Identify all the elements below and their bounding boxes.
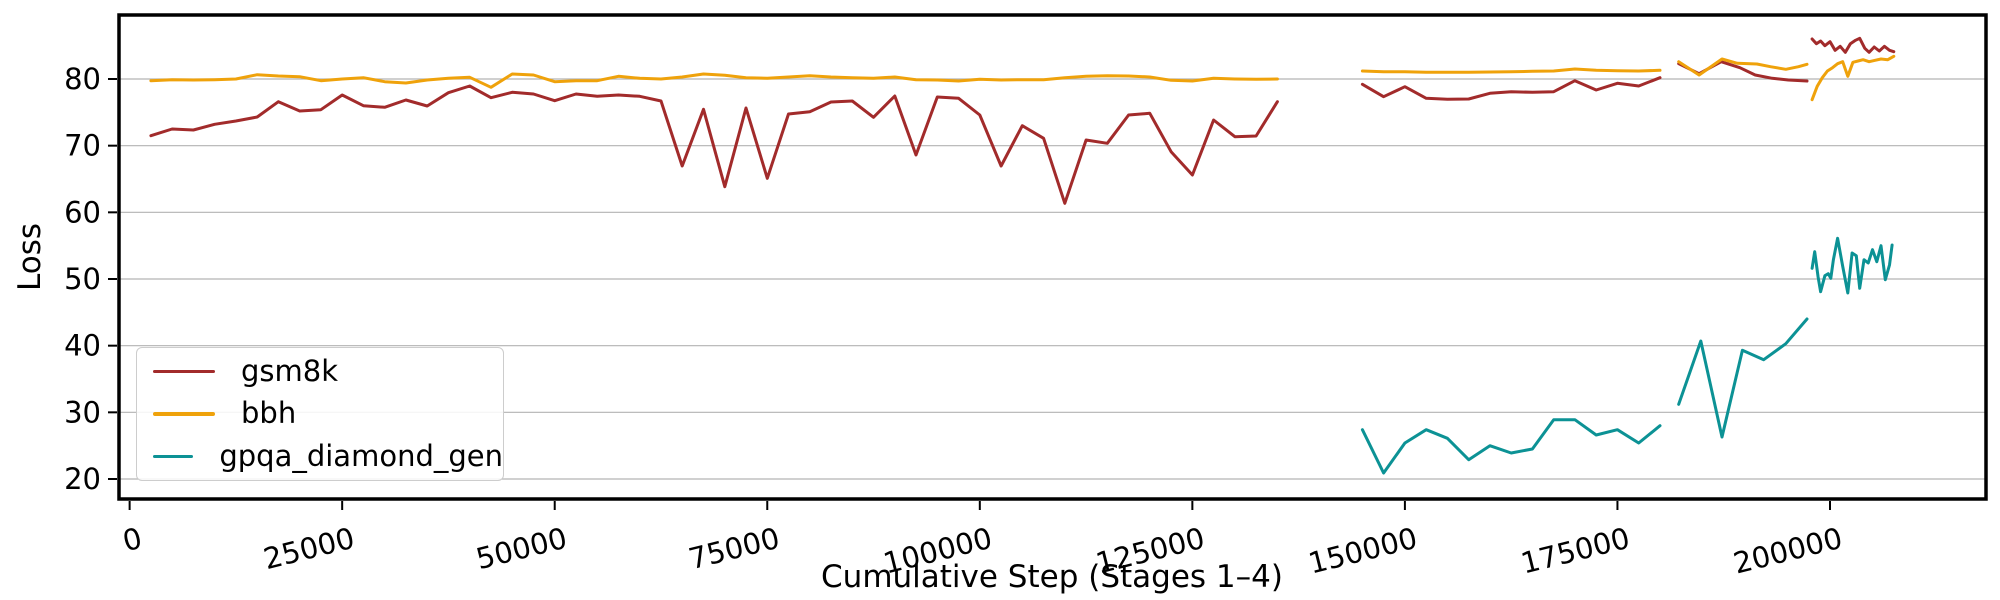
legend-item-gpqa-diamond-gen: gpqa_diamond_gen bbox=[153, 442, 503, 471]
axes-spines bbox=[117, 13, 1988, 501]
legend: gsm8k bbh gpqa_diamond_gen bbox=[136, 347, 504, 481]
series-line-gsm8k-seg1 bbox=[149, 84, 1279, 205]
legend-item-bbh: bbh bbox=[153, 399, 503, 428]
x-axis-label: Cumulative Step (Stages 1–4) bbox=[821, 559, 1283, 595]
series-line-gpqa_diamond_gen-seg2 bbox=[1677, 317, 1809, 439]
series-line-gsm8k-seg2 bbox=[1360, 76, 1662, 101]
series-line-bbh-seg1 bbox=[149, 72, 1279, 89]
y-tick-label-40: 40 bbox=[64, 329, 101, 363]
series-line-bbh-seg2 bbox=[1360, 67, 1662, 74]
y-tick-label-50: 50 bbox=[64, 262, 101, 296]
legend-line-gpqa-diamond-gen bbox=[153, 454, 194, 459]
legend-line-gsm8k bbox=[153, 369, 215, 374]
y-axis-label: Loss bbox=[12, 223, 48, 291]
y-tick-label-80: 80 bbox=[64, 62, 101, 96]
legend-label-bbh: bbh bbox=[241, 396, 297, 431]
legend-label-gsm8k: gsm8k bbox=[241, 353, 339, 388]
legend-item-gsm8k: gsm8k bbox=[153, 353, 503, 388]
y-tick-label-20: 20 bbox=[64, 462, 101, 496]
series-line-gpqa_diamond_gen-seg1 bbox=[1360, 418, 1662, 475]
x-tick-label-75000: 75000 bbox=[685, 521, 783, 576]
x-tick-label-200000: 200000 bbox=[1730, 521, 1846, 581]
x-tick-label-25000: 25000 bbox=[260, 521, 358, 576]
x-tick-label-175000: 175000 bbox=[1517, 521, 1633, 581]
y-tick-label-30: 30 bbox=[64, 395, 101, 429]
legend-label-gpqa-diamond-gen: gpqa_diamond_gen bbox=[219, 439, 503, 474]
y-tick-label-70: 70 bbox=[64, 129, 101, 163]
series-line-gpqa_diamond_gen-seg3 bbox=[1810, 236, 1894, 295]
y-tick-label-60: 60 bbox=[64, 195, 101, 229]
x-tick-label-0: 0 bbox=[119, 521, 145, 558]
x-tick-label-150000: 150000 bbox=[1305, 521, 1421, 581]
legend-line-bbh bbox=[153, 412, 215, 416]
series-line-gsm8k-seg4 bbox=[1810, 36, 1896, 54]
series-line-bbh-seg3 bbox=[1677, 57, 1809, 77]
series-line-bbh-seg4 bbox=[1810, 54, 1896, 102]
x-tick-label-50000: 50000 bbox=[473, 521, 571, 576]
